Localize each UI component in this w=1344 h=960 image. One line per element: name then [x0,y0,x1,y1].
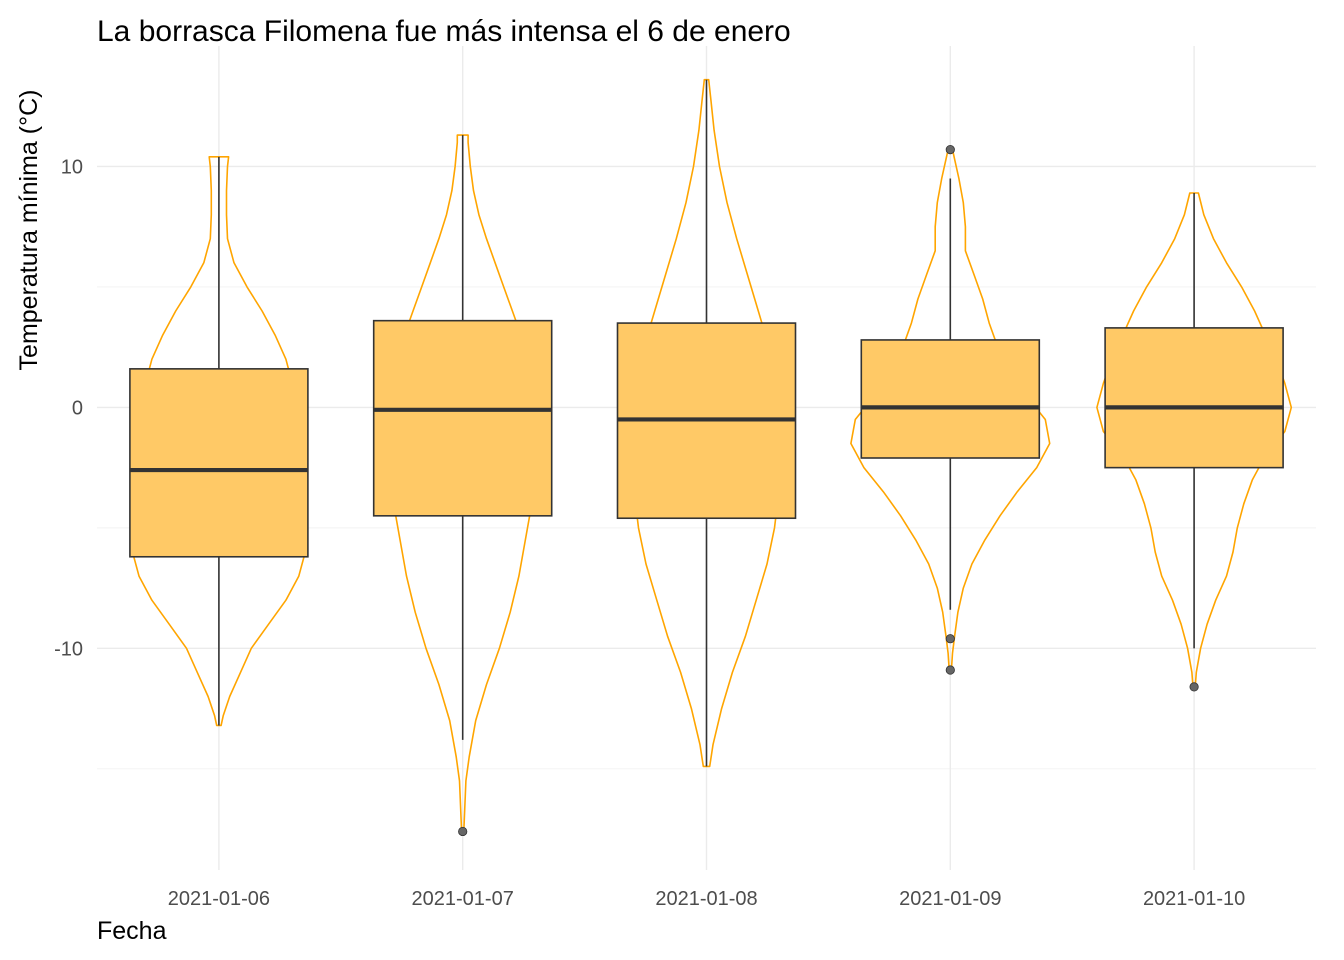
box-iqr [860,339,1041,459]
box-iqr [372,319,553,517]
violin [386,134,540,833]
outlier-point [1189,682,1199,692]
box-iqr [1104,327,1284,469]
chart-title: La borrasca Filomena fue más intensa el … [97,15,791,48]
x-tick-label: 2021-01-09 [899,888,1001,910]
x-axis-title: Fecha [97,917,167,945]
box-iqr [129,368,309,558]
outlier-point [945,634,955,644]
outlier-point [458,826,468,837]
y-axis-title: Temperatura mínima (°C) [15,90,43,371]
outlier-point [945,665,955,675]
y-tick-label: 0 [72,397,83,419]
x-tick-label: 2021-01-10 [1143,888,1245,910]
y-tick-label: 10 [61,156,83,178]
x-tick-label: 2021-01-08 [655,888,757,910]
x-tick-label: 2021-01-06 [168,888,270,910]
violin [1096,192,1293,688]
violin [630,78,783,768]
box-layer [129,79,1284,837]
tick-labels: -10 0 10 2021-01-06 2021-01-07 2021-01-08 2021… [54,156,1245,910]
y-tick-label: -10 [54,638,83,660]
x-tick-label: 2021-01-07 [412,888,514,910]
outlier-point [945,145,955,155]
